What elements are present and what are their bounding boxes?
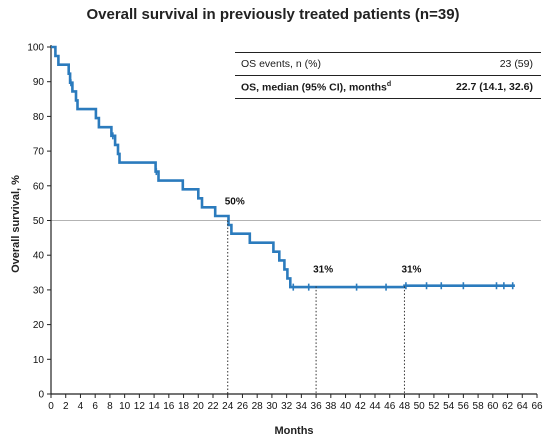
x-tick-label: 48: [399, 401, 411, 412]
x-tick-label: 42: [355, 401, 367, 412]
x-tick-label: 14: [149, 401, 161, 412]
stats-row-os-median: OS, median (95% CI), monthsd 22.7 (14.1,…: [235, 75, 541, 99]
stats-label: OS, median (95% CI), monthsd: [235, 75, 431, 99]
axes: 0 2 4 6 8 10 12 14 16 18 20 22 24 26 28 30 32 34 36 38 40 42 4…: [27, 43, 543, 413]
y-tick-label: 30: [33, 285, 45, 296]
x-tick-label: 26: [237, 401, 249, 412]
x-tick-label: 16: [163, 401, 175, 412]
x-tick-label: 22: [207, 401, 219, 412]
x-tick-label: 40: [340, 401, 352, 412]
chart-title: Overall survival in previously treated p…: [86, 6, 460, 23]
y-tick-label: 90: [33, 77, 45, 88]
x-tick-label: 36: [311, 401, 323, 412]
x-tick-label: 30: [266, 401, 278, 412]
y-tick-label: 80: [33, 112, 45, 123]
x-tick-label: 58: [473, 401, 485, 412]
x-tick-label: 6: [92, 401, 98, 412]
survival-curve-layer: [51, 45, 515, 291]
annotation-label: 50%: [225, 197, 245, 208]
annotation-layer: 50% 31% 31%: [225, 197, 422, 394]
x-tick-label: 52: [428, 401, 440, 412]
y-tick-label: 40: [33, 251, 45, 262]
x-tick-label: 50: [414, 401, 426, 412]
x-tick-label: 10: [119, 401, 131, 412]
x-tick-label: 44: [369, 401, 381, 412]
x-axis-label: Months: [274, 425, 313, 437]
annotation-label: 31%: [313, 264, 333, 275]
y-tick-label: 70: [33, 147, 45, 158]
y-tick-label: 60: [33, 181, 45, 192]
x-tick-label: 60: [487, 401, 499, 412]
y-tick-label: 20: [33, 320, 45, 331]
y-tick-label: 0: [38, 390, 44, 401]
footnote-marker: d: [386, 80, 392, 88]
x-tick-label: 0: [48, 401, 54, 412]
x-tick-label: 24: [222, 401, 234, 412]
y-tick-label: 100: [27, 43, 44, 54]
x-tick-label: 64: [517, 401, 529, 412]
stats-table: OS events, n (%) 23 (59) OS, median (95%…: [235, 52, 541, 99]
stats-value: 22.7 (14.1, 32.6): [430, 75, 541, 99]
x-tick-label: 20: [193, 401, 205, 412]
x-tick-label: 66: [531, 401, 543, 412]
x-tick-label: 56: [458, 401, 470, 412]
y-axis-label: Overall survival, %: [10, 175, 22, 273]
x-tick-label: 28: [252, 401, 264, 412]
x-tick-label: 18: [178, 401, 190, 412]
x-tick-label: 38: [325, 401, 337, 412]
y-tick-label: 10: [33, 355, 45, 366]
x-tick-label: 32: [281, 401, 293, 412]
x-tick-label: 34: [296, 401, 308, 412]
stats-label: OS events, n (%): [235, 52, 431, 76]
x-tick-label: 4: [78, 401, 84, 412]
y-tick-label: 50: [33, 216, 45, 227]
x-tick-label: 2: [63, 401, 69, 412]
stats-label-text: OS, median (95% CI), months: [241, 81, 387, 94]
x-tick-label: 62: [502, 401, 514, 412]
annotation-label: 31%: [401, 264, 421, 275]
stats-row-os-events: OS events, n (%) 23 (59): [235, 52, 541, 76]
x-tick-label: 8: [107, 401, 113, 412]
stats-value: 23 (59): [430, 52, 541, 76]
x-tick-label: 46: [384, 401, 396, 412]
x-tick-label: 12: [134, 401, 146, 412]
x-tick-label: 54: [443, 401, 455, 412]
